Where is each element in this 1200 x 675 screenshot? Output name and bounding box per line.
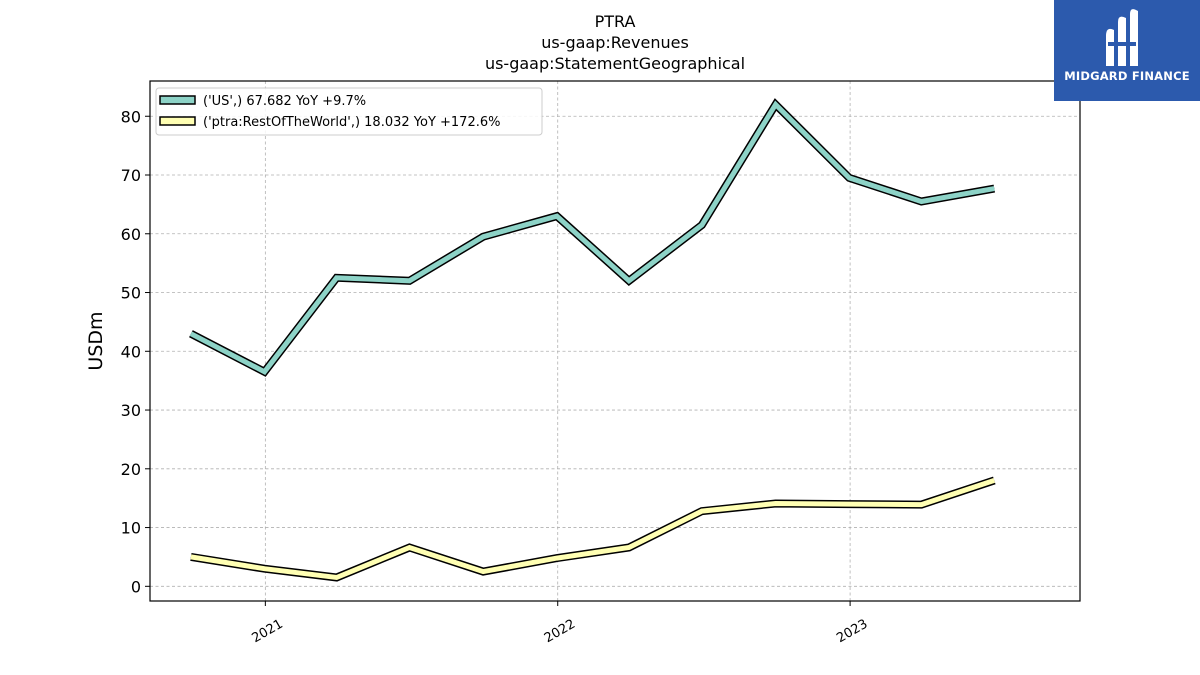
y-tick-label: 0 <box>131 577 141 596</box>
y-tick-label: 80 <box>121 107 141 126</box>
x-tick-label: 2023 <box>834 617 870 647</box>
legend-box <box>155 87 543 136</box>
series-outline-0 <box>189 98 995 377</box>
y-tick-label: 10 <box>121 519 141 538</box>
chart-title: PTRA us-gaap:Revenues us-gaap:StatementGeo… <box>485 12 745 73</box>
logo-text: MIDGARD FINANCE <box>1064 69 1190 83</box>
legend: ('US',) 67.682 YoY +9.7% ('ptra:RestOfThe… <box>155 87 543 136</box>
title-line: PTRA <box>595 12 636 31</box>
y-axis-ticks: 0 10 20 30 40 50 60 70 80 <box>121 107 150 596</box>
series-lines <box>189 98 996 582</box>
y-tick-label: 60 <box>121 225 141 244</box>
y-tick-label: 70 <box>121 166 141 185</box>
legend-entry: ('ptra:RestOfTheWorld',) 18.032 YoY +172… <box>203 115 500 130</box>
x-tick-label: 2021 <box>250 617 286 647</box>
x-tick-label: 2022 <box>542 617 578 647</box>
legend-entry: ('US',) 67.682 YoY +9.7% <box>203 94 366 109</box>
series-line-0 <box>189 100 995 375</box>
y-tick-label: 50 <box>121 284 141 303</box>
legend-swatch <box>159 116 196 126</box>
series-outline-1 <box>190 476 996 582</box>
plot-frame <box>149 80 1081 602</box>
brand-logo: MIDGARD FINANCE <box>1054 0 1200 101</box>
y-tick-label: 40 <box>121 342 141 361</box>
title-line: us-gaap:StatementGeographical <box>485 54 745 73</box>
x-axis-ticks: 2021 2022 2023 <box>250 601 870 647</box>
series-line-1 <box>190 478 996 581</box>
logo-mark-icon <box>1106 9 1138 67</box>
y-axis-label: USDm <box>85 311 107 370</box>
legend-swatch <box>159 95 196 105</box>
y-tick-label: 20 <box>121 460 141 479</box>
y-tick-label: 30 <box>121 401 141 420</box>
title-line: us-gaap:Revenues <box>541 33 689 52</box>
